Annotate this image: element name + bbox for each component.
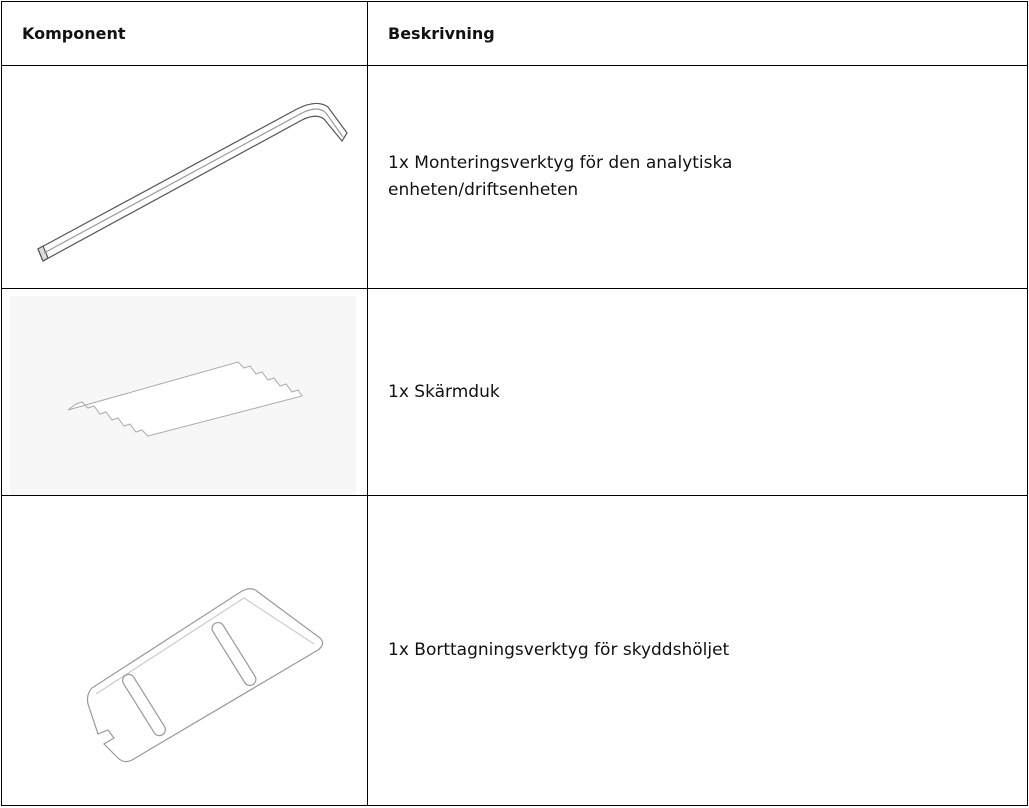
table-row: 1x Borttagningsverktyg för skyddshöljet <box>1 495 1028 806</box>
description: 1x Skärmduk <box>388 381 500 402</box>
header-row: Komponent Beskrivning <box>1 1 1028 66</box>
removal-tool-image <box>86 587 324 762</box>
hex-key-image <box>37 102 348 262</box>
cloth-image <box>10 295 356 495</box>
description-cell: 1x Borttagningsverktyg för skyddshöljet <box>367 495 1028 806</box>
description-cell: 1x Monteringsverktyg för den analytiska … <box>367 65 1028 289</box>
image-cell <box>1 495 368 806</box>
description: 1x Monteringsverktyg för den analytiska … <box>388 153 733 200</box>
description: 1x Borttagningsverktyg för skyddshöljet <box>388 640 730 660</box>
table-row: 1x Monteringsverktyg för den analytiska … <box>1 65 1028 289</box>
description-cell: 1x Skärmduk <box>367 288 1028 496</box>
header-cell: Komponent <box>1 1 368 66</box>
image-cell <box>1 288 368 496</box>
header-cell: Beskrivning <box>367 1 1028 66</box>
image-cell <box>1 65 368 289</box>
table-row: 1x Skärmduk <box>1 288 1028 496</box>
